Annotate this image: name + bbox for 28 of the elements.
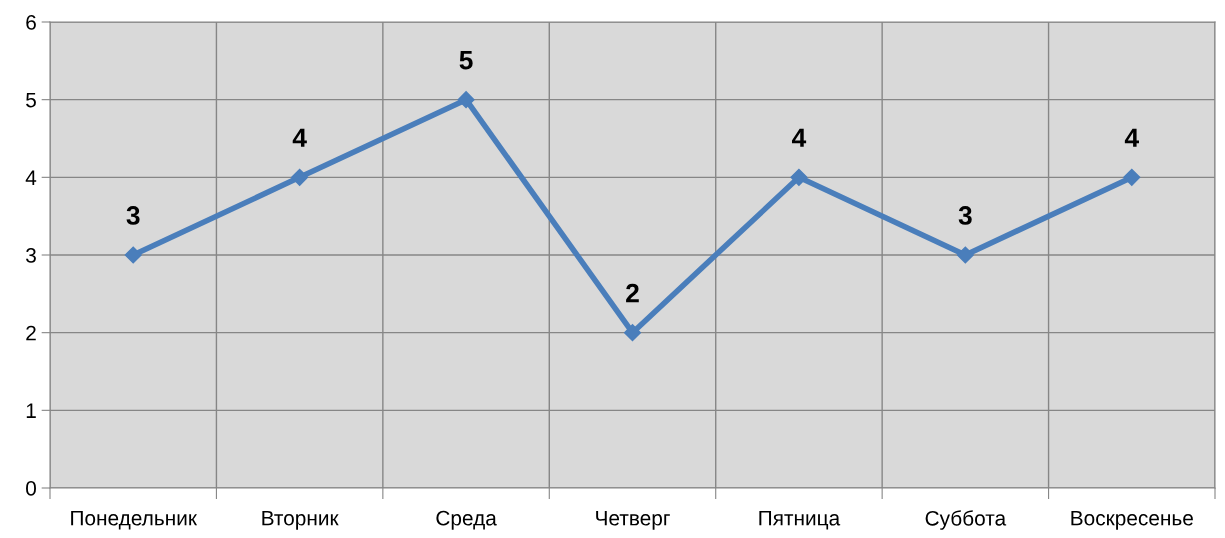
y-tick-label: 5 bbox=[26, 92, 36, 108]
point bbox=[790, 168, 808, 186]
y-tick-label: 4 bbox=[25, 170, 37, 185]
x-tick-label: Вторник bbox=[262, 510, 339, 530]
point bbox=[1123, 168, 1141, 186]
data-label: 4 bbox=[791, 128, 807, 147]
point bbox=[623, 324, 642, 342]
x-tick-label: Суббота bbox=[925, 510, 1007, 530]
y-tick-label: 2 bbox=[26, 325, 36, 341]
data-label: 3 bbox=[126, 206, 140, 225]
data-label: 4 bbox=[292, 128, 307, 147]
x-tick-label: Понедельник bbox=[71, 510, 198, 530]
data-label: 4 bbox=[1124, 128, 1139, 147]
point bbox=[291, 168, 309, 186]
y-tick-label: 0 bbox=[26, 481, 36, 496]
x-tick-label: Пятница bbox=[759, 510, 841, 530]
y-tick-label: 6 bbox=[26, 15, 36, 30]
y-tick-label: 3 bbox=[26, 248, 36, 263]
x-tick-label: Среда bbox=[436, 510, 497, 530]
data-label: 5 bbox=[459, 51, 473, 70]
x-tick-label: Воскресенье bbox=[1071, 510, 1193, 530]
data-label: 3 bbox=[958, 206, 972, 225]
point bbox=[457, 91, 475, 109]
point bbox=[124, 246, 142, 264]
y-tick-label: 1 bbox=[26, 403, 36, 418]
point bbox=[956, 246, 974, 264]
data-label: 2 bbox=[626, 283, 639, 303]
x-tick-label: Четверг bbox=[596, 510, 670, 530]
